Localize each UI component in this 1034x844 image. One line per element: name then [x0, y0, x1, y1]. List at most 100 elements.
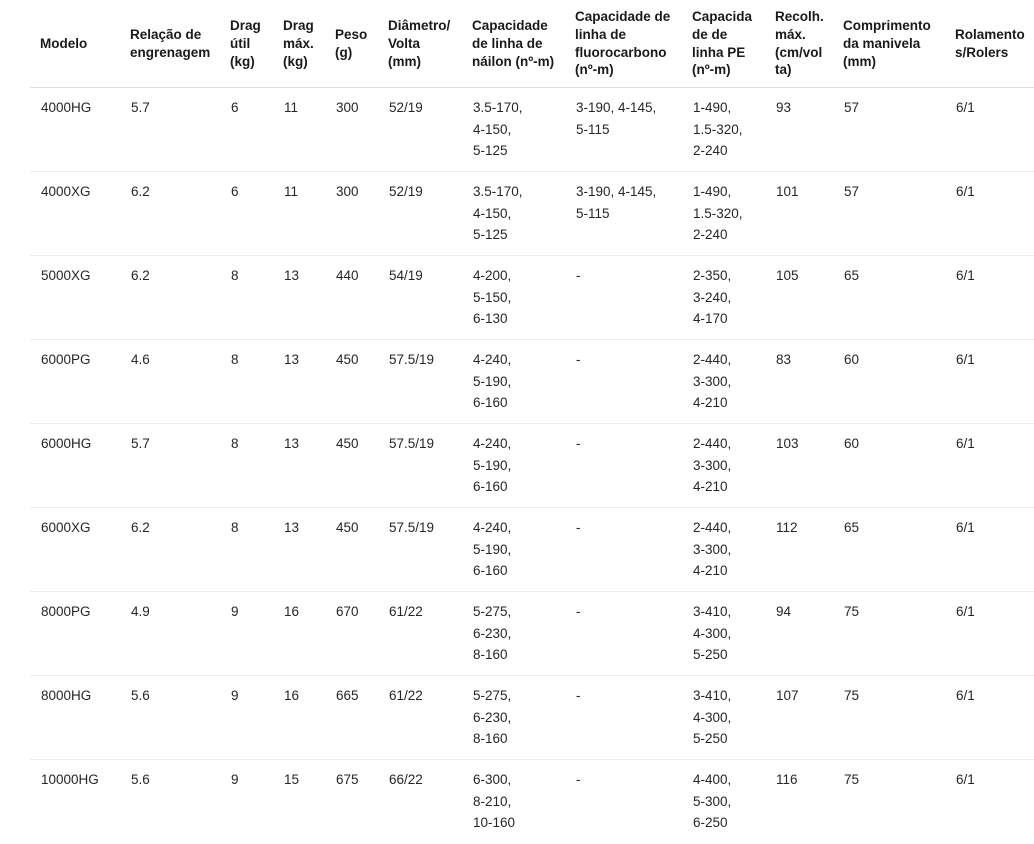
spec-row: 10000HG 5.6 9 15 675 66/22 6-300, 8-210,… [30, 760, 1034, 844]
cell-capacidade-fluorocarbono: - [576, 772, 581, 788]
cell-diametro-volta: 61/22 [378, 591, 462, 677]
spec-row: 4000XG 6.2 6 11 300 52/19 3.5-170, 4-150… [30, 171, 1034, 257]
cell-recolhimento-max: 93 [765, 87, 833, 173]
cell-gear-ratio: 4.6 [120, 339, 220, 425]
cell-diametro-volta: 57.5/19 [378, 339, 462, 425]
cell-capacidade-nailon: 6-300, 8-210, 10-160 [473, 772, 516, 831]
col-header-recolhimento-max: Recolh. máx. (cm/volta) [765, 0, 833, 89]
cell-drag-max: 13 [273, 255, 325, 341]
spec-row: 8000PG 4.9 9 16 670 61/22 5-275, 6-230, … [30, 591, 1034, 677]
col-header-peso: Peso (g) [325, 0, 378, 89]
cell-drag-max: 11 [273, 171, 325, 257]
cell-modelo: 5000XG [30, 255, 120, 341]
cell-comprimento-manivela: 65 [833, 507, 945, 593]
cell-diametro-volta: 57.5/19 [378, 423, 462, 509]
cell-gear-ratio: 6.2 [120, 507, 220, 593]
cell-comprimento-manivela: 60 [833, 423, 945, 509]
cell-modelo: 4000XG [30, 171, 120, 257]
col-header-drag-max: Drag máx. (kg) [273, 0, 325, 89]
col-header-capacidade-nailon: Capacidade de linha de náilon (nº-m) [462, 0, 565, 89]
cell-gear-ratio: 5.7 [120, 87, 220, 173]
col-header-diametro-volta: Diâmetro/Volta (mm) [378, 0, 462, 89]
cell-rolamentos: 6/1 [945, 507, 1034, 593]
cell-rolamentos: 6/1 [945, 87, 1034, 173]
cell-rolamentos: 6/1 [945, 339, 1034, 425]
cell-drag-max: 11 [273, 87, 325, 173]
cell-rolamentos: 6/1 [945, 675, 1034, 761]
header-row: Modelo Relação de engrenagem Drag útil (… [30, 0, 1034, 89]
cell-capacidade-pe: 4-400, 5-300, 6-250 [693, 772, 732, 831]
col-header-capacidade-pe: Capacidade de linha PE (nº-m) [682, 0, 765, 89]
cell-modelo: 4000HG [30, 87, 120, 173]
cell-recolhimento-max: 116 [776, 772, 798, 788]
cell-modelo: 6000XG [30, 507, 120, 593]
spec-row: 6000HG 5.7 8 13 450 57.5/19 4-240, 5-190… [30, 423, 1034, 509]
cell-diametro-volta: 52/19 [378, 87, 462, 173]
cell-rolamentos: 6/1 [945, 591, 1034, 677]
cell-modelo: 6000HG [30, 423, 120, 509]
cell-comprimento-manivela: 57 [833, 87, 945, 173]
cell-drag-max: 13 [273, 339, 325, 425]
cell-capacidade-pe: 2-440, 3-300, 4-210 [682, 423, 765, 509]
spec-row: 6000PG 4.6 8 13 450 57.5/19 4-240, 5-190… [30, 339, 1034, 425]
cell-drag-util: 8 [220, 255, 273, 341]
cell-recolhimento-max: 112 [765, 507, 833, 593]
cell-diametro-volta: 61/22 [378, 675, 462, 761]
cell-drag-max: 16 [273, 591, 325, 677]
cell-capacidade-fluorocarbono: 3-190, 4-145, 5-115 [565, 87, 682, 173]
cell-drag-util: 6 [220, 87, 273, 173]
cell-gear-ratio: 6.2 [120, 171, 220, 257]
cell-gear-ratio: 5.6 [120, 675, 220, 761]
cell-rolamentos: 6/1 [945, 423, 1034, 509]
cell-capacidade-fluorocarbono: - [565, 255, 682, 341]
cell-drag-util: 6 [220, 171, 273, 257]
cell-recolhimento-max: 83 [765, 339, 833, 425]
cell-capacidade-pe: 3-410, 4-300, 5-250 [682, 591, 765, 677]
cell-peso: 670 [325, 591, 378, 677]
spec-table-header: Modelo Relação de engrenagem Drag útil (… [30, 0, 1034, 89]
cell-capacidade-pe: 2-440, 3-300, 4-210 [682, 507, 765, 593]
cell-capacidade-nailon: 5-275, 6-230, 8-160 [462, 591, 565, 677]
cell-peso: 665 [325, 675, 378, 761]
cell-drag-util: 8 [220, 507, 273, 593]
cell-capacidade-pe: 2-440, 3-300, 4-210 [682, 339, 765, 425]
cell-capacidade-nailon: 5-275, 6-230, 8-160 [462, 675, 565, 761]
cell-peso: 450 [325, 423, 378, 509]
cell-recolhimento-max: 107 [765, 675, 833, 761]
cell-comprimento-manivela: 57 [833, 171, 945, 257]
cell-diametro-volta: 54/19 [378, 255, 462, 341]
cell-capacidade-nailon: 4-240, 5-190, 6-160 [462, 423, 565, 509]
cell-recolhimento-max: 101 [765, 171, 833, 257]
cell-comprimento-manivela: 75 [833, 675, 945, 761]
cell-rolamentos: 6/1 [945, 255, 1034, 341]
cell-rolamentos: 6/1 [956, 772, 975, 788]
cell-drag-util: 9 [220, 675, 273, 761]
cell-modelo: 6000PG [30, 339, 120, 425]
cell-comprimento-manivela: 65 [833, 255, 945, 341]
cell-peso: 300 [325, 87, 378, 173]
cell-comprimento-manivela: 60 [833, 339, 945, 425]
cell-capacidade-fluorocarbono: 3-190, 4-145, 5-115 [565, 171, 682, 257]
cell-modelo: 8000PG [30, 591, 120, 677]
cell-gear-ratio: 4.9 [120, 591, 220, 677]
cell-drag-max: 16 [273, 675, 325, 761]
cell-modelo: 10000HG [41, 772, 99, 788]
cell-capacidade-nailon: 4-200, 5-150, 6-130 [462, 255, 565, 341]
spec-table-body: 4000HG 5.7 6 11 300 52/19 3.5-170, 4-150… [30, 87, 1034, 844]
cell-capacidade-nailon: 4-240, 5-190, 6-160 [462, 507, 565, 593]
spec-row: 6000XG 6.2 8 13 450 57.5/19 4-240, 5-190… [30, 507, 1034, 593]
cell-capacidade-fluorocarbono: - [565, 339, 682, 425]
cell-capacidade-pe: 1-490, 1.5-320, 2-240 [682, 87, 765, 173]
cell-peso: 450 [325, 507, 378, 593]
cell-capacidade-fluorocarbono: - [565, 507, 682, 593]
cell-drag-util: 9 [220, 591, 273, 677]
col-header-capacidade-fluorocarbono: Capacidade de linha de fluorocarbono (nº… [565, 0, 682, 89]
cell-modelo: 8000HG [30, 675, 120, 761]
cell-capacidade-pe: 1-490, 1.5-320, 2-240 [682, 171, 765, 257]
col-header-comprimento-manivela: Comprimento da manivela (mm) [833, 0, 945, 89]
cell-capacidade-fluorocarbono: - [565, 591, 682, 677]
col-header-gear-ratio: Relação de engrenagem [120, 0, 220, 89]
spec-row: 8000HG 5.6 9 16 665 61/22 5-275, 6-230, … [30, 675, 1034, 761]
cell-comprimento-manivela: 75 [844, 772, 860, 788]
